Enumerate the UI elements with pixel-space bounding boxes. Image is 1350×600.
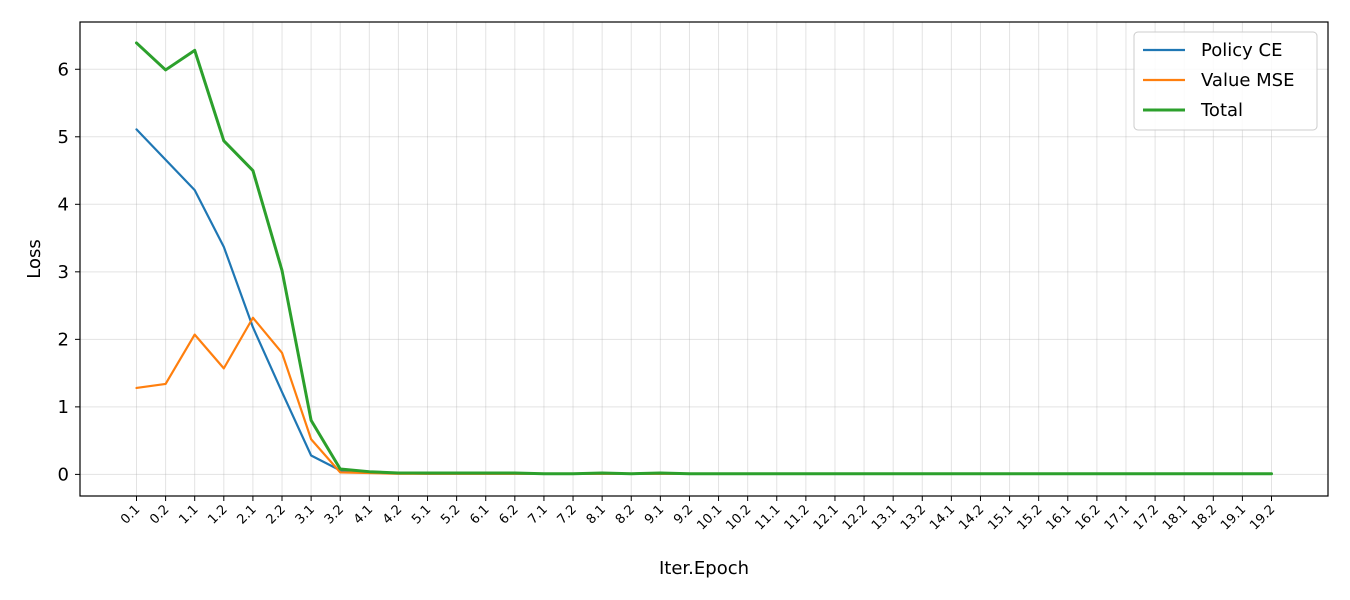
y-axis: 0 1 2 3 4 5 6 <box>58 59 80 485</box>
y-tick-label: 6 <box>58 59 69 80</box>
legend-box <box>1133 31 1318 131</box>
y-axis-title: Loss <box>24 239 45 278</box>
legend-label-total: Total <box>1200 100 1243 121</box>
legend: Policy CE Value MSE Total <box>1133 31 1318 131</box>
x-axis-title: Iter.Epoch <box>659 558 749 579</box>
series-line-total <box>135 41 1273 476</box>
y-tick-label: 0 <box>58 464 69 485</box>
y-tick-label: 3 <box>58 262 69 283</box>
grid <box>80 22 1328 496</box>
legend-label-policy-ce: Policy CE <box>1201 40 1282 61</box>
plot-frame <box>79 21 1329 497</box>
y-tick-label: 4 <box>58 194 69 215</box>
y-tick-label: 1 <box>58 397 69 418</box>
series-lines <box>135 41 1273 476</box>
legend-label-value-mse: Value MSE <box>1201 70 1294 91</box>
y-tick-label: 2 <box>58 329 69 350</box>
y-tick-label: 5 <box>58 127 69 148</box>
